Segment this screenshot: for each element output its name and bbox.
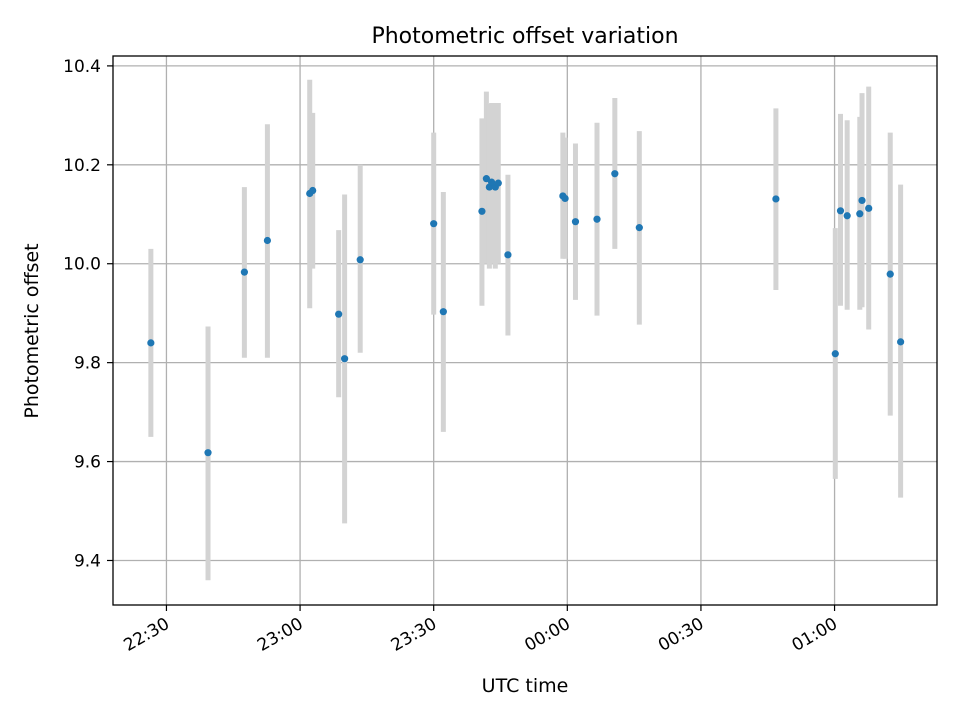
x-tick-label: 00:00 xyxy=(521,614,573,656)
data-point xyxy=(494,179,502,187)
data-point xyxy=(856,210,864,218)
data-point xyxy=(263,236,272,245)
x-tick-label: 23:30 xyxy=(388,614,440,656)
y-tick-label: 10.0 xyxy=(63,255,101,275)
data-point xyxy=(147,339,155,347)
y-tick-label: 10.2 xyxy=(63,156,101,176)
data-point xyxy=(836,207,845,215)
data-point xyxy=(611,170,619,178)
data-point xyxy=(571,218,580,226)
x-tick-label: 22:30 xyxy=(121,614,173,656)
data-point xyxy=(309,186,317,195)
x-tick-label: 00:30 xyxy=(655,614,707,656)
y-axis-ticks: 9.4 9.6 9.8 10.0 10.2 10.4 xyxy=(63,57,113,571)
data-point xyxy=(335,310,343,318)
data-point xyxy=(204,449,212,457)
y-tick-label: 9.4 xyxy=(74,551,101,571)
y-axis-label: Photometric offset xyxy=(21,243,43,418)
x-axis-label: UTC time xyxy=(482,675,569,697)
data-point xyxy=(356,256,364,264)
data-point xyxy=(865,204,873,212)
data-point xyxy=(593,215,601,223)
x-tick-label: 01:00 xyxy=(789,614,841,656)
data-point xyxy=(341,355,349,363)
grid-lines xyxy=(113,56,937,605)
plot-frame xyxy=(112,55,938,606)
data-points xyxy=(147,170,905,457)
y-tick-label: 9.8 xyxy=(74,354,101,374)
data-point xyxy=(504,251,512,259)
data-point xyxy=(843,212,851,220)
data-point xyxy=(772,195,780,203)
data-point xyxy=(635,224,643,232)
x-axis-ticks: 22:30 23:00 23:30 00:00 00:30 01:00 xyxy=(121,605,841,656)
data-point xyxy=(478,207,486,215)
data-point xyxy=(858,196,866,205)
data-point xyxy=(487,178,496,186)
data-point xyxy=(886,270,894,278)
data-point xyxy=(831,350,839,358)
x-tick-label: 23:00 xyxy=(254,614,306,656)
chart-title: Photometric offset variation xyxy=(371,24,678,49)
data-point xyxy=(439,308,447,316)
data-point xyxy=(897,338,905,346)
error-bars xyxy=(148,79,904,581)
data-point xyxy=(240,268,248,276)
data-point xyxy=(482,175,490,183)
data-point xyxy=(430,220,438,228)
y-tick-label: 9.6 xyxy=(74,453,101,473)
y-tick-label: 10.4 xyxy=(63,57,101,77)
data-point xyxy=(561,194,569,203)
